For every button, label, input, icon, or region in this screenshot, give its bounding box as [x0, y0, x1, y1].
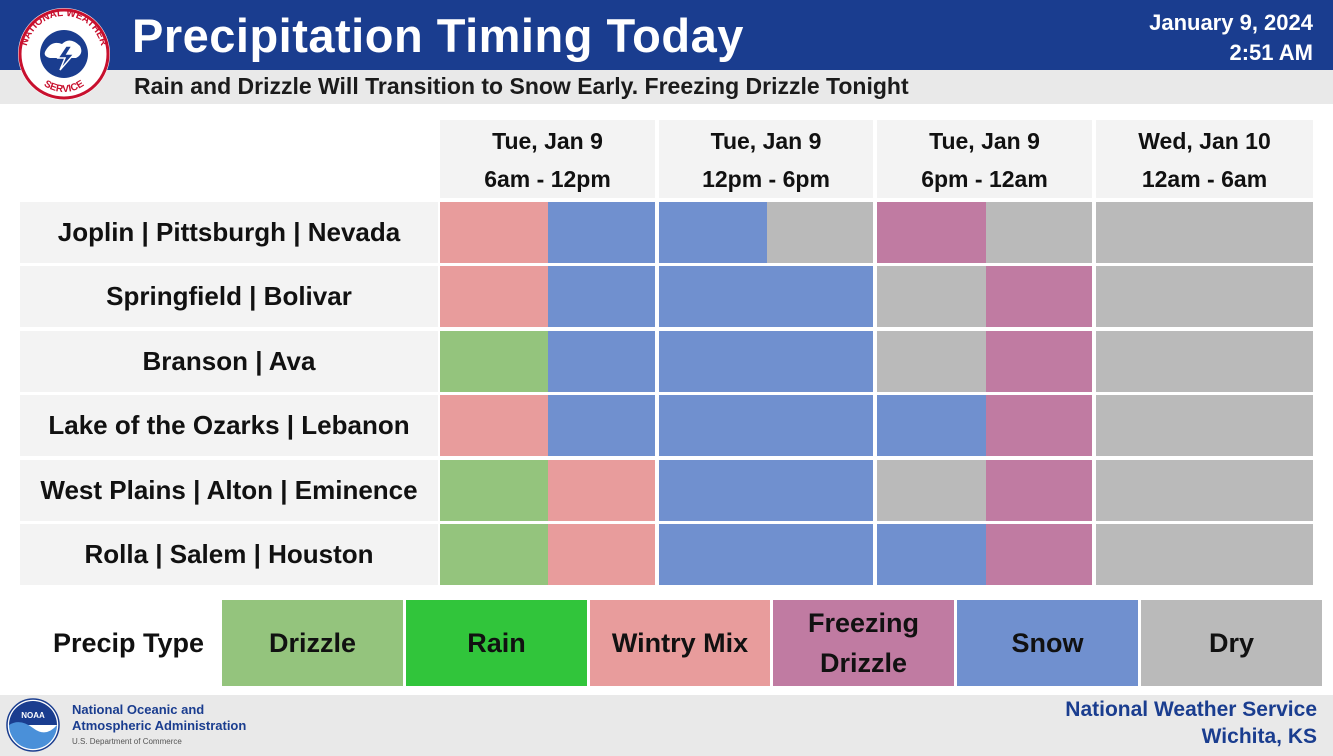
issue-time: 2:51 AM [1229, 40, 1313, 65]
legend-title: Precip Type [52, 628, 205, 658]
noaa-logo-icon: NOAA [6, 698, 60, 752]
timing-cell-dry [1096, 331, 1205, 392]
timing-cell-drizzle [440, 460, 548, 521]
timing-cell-snow [548, 202, 655, 263]
location-label: Springfield | Bolivar [20, 266, 438, 327]
period-range: 12pm - 6pm [702, 166, 830, 192]
timing-cell-drizzle [440, 524, 548, 585]
timing-cell-wintry-mix [440, 202, 548, 263]
timing-cell-snow [877, 524, 986, 585]
period-header: Tue, Jan 9 6pm - 12am [877, 120, 1092, 198]
header-banner [0, 0, 1333, 70]
svg-text:SERVICE: SERVICE [42, 78, 86, 95]
nws-logo-icon: NATIONAL WEATHER SERVICE [18, 8, 110, 100]
period-day: Tue, Jan 9 [929, 128, 1040, 154]
legend-snow: Snow [957, 600, 1138, 686]
timing-cell-dry [1205, 266, 1313, 327]
location-label: Rolla | Salem | Houston [20, 524, 438, 585]
timing-cell-wintry-mix [548, 460, 655, 521]
timing-cell-freezing-drizzle [986, 460, 1092, 521]
period-header: Tue, Jan 9 12pm - 6pm [659, 120, 873, 198]
timing-cell-snow [659, 331, 767, 392]
timing-cell-snow [659, 524, 767, 585]
footer-banner [0, 695, 1333, 756]
period-day: Tue, Jan 9 [492, 128, 603, 154]
period-range: 6am - 12pm [484, 166, 611, 192]
timing-cell-dry [1205, 202, 1313, 263]
period-range: 12am - 6am [1141, 166, 1268, 192]
period-range: 6pm - 12am [921, 166, 1048, 192]
timing-cell-freezing-drizzle [986, 395, 1092, 456]
timing-cell-freezing-drizzle [877, 202, 986, 263]
timing-cell-snow [548, 266, 655, 327]
timing-cell-dry [1205, 331, 1313, 392]
timing-cell-dry [1205, 395, 1313, 456]
timing-cell-snow [659, 266, 767, 327]
timing-cell-snow [767, 395, 873, 456]
timing-cell-dry [1096, 266, 1205, 327]
timing-cell-snow [767, 266, 873, 327]
issue-date: January 9, 2024 [1149, 10, 1313, 35]
legend-drizzle: Drizzle [222, 600, 403, 686]
timing-cell-snow [767, 460, 873, 521]
location-label: Lake of the Ozarks | Lebanon [20, 395, 438, 456]
office-name: National Weather Service [1065, 698, 1317, 721]
legend-wintry-mix: Wintry Mix [590, 600, 770, 686]
timing-cell-dry [1096, 202, 1205, 263]
timing-cell-dry [1096, 460, 1205, 521]
timing-cell-freezing-drizzle [986, 266, 1092, 327]
timing-cell-freezing-drizzle [986, 524, 1092, 585]
timing-cell-snow [659, 460, 767, 521]
agency-name-line2: Atmospheric Administration [72, 718, 247, 733]
location-label: Joplin | Pittsburgh | Nevada [20, 202, 438, 263]
period-header: Tue, Jan 9 6am - 12pm [440, 120, 655, 198]
timing-cell-snow [767, 524, 873, 585]
timing-cell-dry [1096, 395, 1205, 456]
timing-cell-snow [767, 331, 873, 392]
agency-name-line1: National Oceanic and [72, 702, 205, 717]
timing-cell-drizzle [440, 331, 548, 392]
timing-cell-snow [659, 202, 767, 263]
timing-cell-snow [548, 395, 655, 456]
legend-freezing-drizzle: Freezing Drizzle [773, 600, 954, 686]
timing-cell-freezing-drizzle [986, 331, 1092, 392]
page-subtitle: Rain and Drizzle Will Transition to Snow… [134, 73, 909, 99]
timing-cell-dry [767, 202, 873, 263]
timing-cell-snow [877, 395, 986, 456]
timing-cell-snow [659, 395, 767, 456]
legend-rain: Rain [406, 600, 587, 686]
timing-cell-wintry-mix [440, 395, 548, 456]
legend-dry: Dry [1141, 600, 1322, 686]
timing-cell-dry [1096, 524, 1205, 585]
timing-cell-dry [1205, 460, 1313, 521]
timing-cell-snow [548, 331, 655, 392]
timing-cell-wintry-mix [548, 524, 655, 585]
timing-cell-wintry-mix [440, 266, 548, 327]
noaa-logo-text: NOAA [21, 711, 45, 720]
location-label: Branson | Ava [20, 331, 438, 392]
location-label: West Plains | Alton | Eminence [20, 460, 438, 521]
office-location: Wichita, KS [1201, 725, 1317, 748]
period-day: Wed, Jan 10 [1138, 128, 1271, 154]
timing-cell-dry [877, 266, 986, 327]
agency-department: U.S. Department of Commerce [72, 737, 182, 746]
period-day: Tue, Jan 9 [710, 128, 822, 154]
timing-cell-dry [1205, 524, 1313, 585]
timing-cell-dry [877, 331, 986, 392]
subtitle-banner [0, 70, 1333, 104]
period-header: Wed, Jan 10 12am - 6am [1096, 120, 1313, 198]
timing-cell-dry [986, 202, 1092, 263]
timing-cell-dry [877, 460, 986, 521]
page-title: Precipitation Timing Today [132, 9, 744, 62]
